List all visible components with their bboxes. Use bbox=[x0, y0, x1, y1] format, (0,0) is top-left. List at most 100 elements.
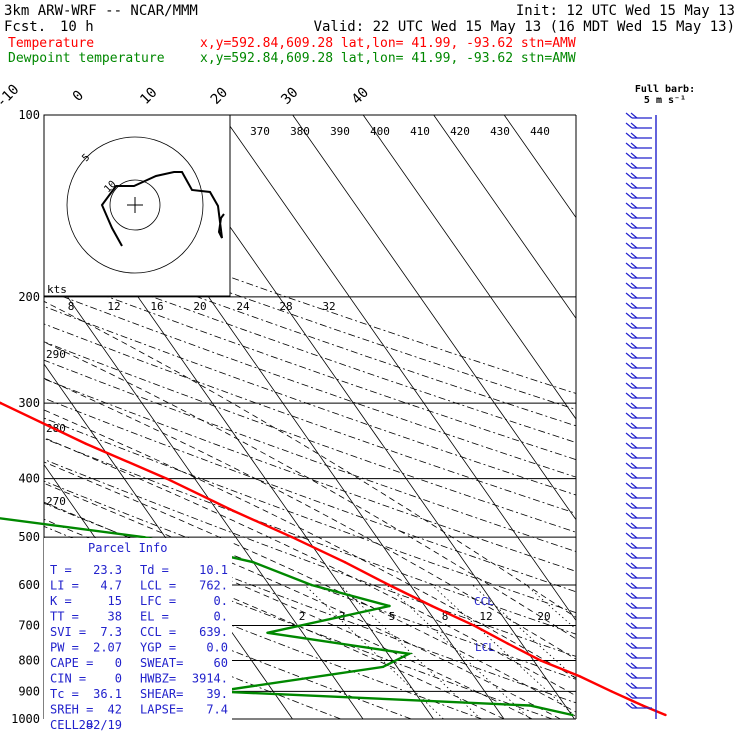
moist-adiabat-line bbox=[44, 377, 576, 660]
wind-barb-flag bbox=[625, 232, 633, 239]
temperature-point bbox=[472, 624, 475, 627]
theta-label: 270 bbox=[46, 495, 66, 508]
dewpoint-point bbox=[381, 665, 385, 669]
temperature-point bbox=[343, 561, 347, 564]
barb-legend-title: Full barb: bbox=[635, 84, 695, 95]
wind-barb-flag bbox=[630, 192, 638, 199]
hodograph-speed-labels: 8 12 16 20 24 28 32 bbox=[68, 300, 336, 313]
wind-barb bbox=[625, 242, 652, 249]
temperature-legend: Temperature bbox=[8, 36, 94, 51]
hodograph-speed-label: 16 bbox=[150, 300, 163, 313]
dewpoint-point bbox=[388, 604, 391, 608]
wind-barb-flag bbox=[630, 682, 638, 689]
wind-barb bbox=[625, 142, 652, 149]
wind-barb bbox=[625, 582, 652, 589]
parcel-info-cell: LFC = bbox=[140, 594, 176, 608]
wind-barb bbox=[625, 542, 652, 549]
mixing-ratio-label: 2 bbox=[299, 610, 306, 623]
wind-barb-flag bbox=[625, 652, 633, 659]
wind-barb-flag bbox=[630, 232, 638, 239]
parcel-info-cell: 0.0 bbox=[206, 641, 228, 655]
wind-barb-flag bbox=[630, 292, 638, 299]
temperature-point bbox=[430, 604, 434, 608]
wind-barb bbox=[625, 372, 652, 379]
temperature-location: x,y=592.84,609.28 lat,lon= 41.99, -93.62… bbox=[200, 36, 576, 51]
wind-barb bbox=[625, 172, 652, 179]
parcel-info-cell: SREH = bbox=[50, 703, 93, 717]
hodograph-speed-label: 28 bbox=[279, 300, 292, 313]
dry-adiabat-line bbox=[44, 224, 576, 410]
mixing-ratio-line bbox=[339, 584, 482, 719]
parcel-info-cell: Tc = bbox=[50, 687, 79, 701]
wind-barb-flag bbox=[625, 372, 633, 379]
wind-barb bbox=[625, 222, 652, 229]
wind-barb-flag bbox=[625, 562, 633, 569]
wind-barb-flag bbox=[630, 452, 638, 459]
parcel-info-cell: SWEAT= bbox=[140, 656, 183, 670]
parcel-info-cell: LI = bbox=[50, 579, 79, 593]
temperature-point bbox=[641, 704, 644, 707]
wind-barb-flag bbox=[625, 492, 633, 499]
pressure-tick-label: 700 bbox=[18, 618, 40, 632]
wind-barb-flag bbox=[630, 472, 638, 479]
wind-barb-flag bbox=[625, 572, 633, 579]
init-time: Init: 12 UTC Wed 15 May 13 bbox=[516, 3, 735, 19]
skewt-axes: 1002003004005006007008009001000-80-70-60… bbox=[0, 82, 577, 726]
wind-barb-flag bbox=[625, 422, 633, 429]
wind-barb-flag bbox=[625, 202, 633, 209]
dry-adiabat-line bbox=[44, 256, 576, 443]
temperature-point bbox=[578, 675, 582, 678]
temperature-point bbox=[539, 659, 542, 662]
wind-barb bbox=[625, 112, 652, 119]
wind-barb-flag bbox=[630, 302, 638, 309]
parcel-info-cell: 36.1 bbox=[93, 687, 122, 701]
wind-barb bbox=[625, 122, 652, 129]
parcel-info-cell: CAPE = bbox=[50, 656, 93, 670]
wind-barb bbox=[625, 522, 652, 529]
parcel-info-cell: 0 bbox=[115, 656, 122, 670]
hodograph-speed-label: 8 bbox=[68, 300, 75, 313]
valid-time: Valid: 22 UTC Wed 15 May 13 (16 MDT Wed … bbox=[314, 19, 735, 35]
wind-barb-flag bbox=[625, 192, 633, 199]
temperature-point bbox=[664, 713, 667, 717]
parcel-info-cell: LCL = bbox=[140, 579, 176, 593]
dewpoint-legend: Dewpoint temperature bbox=[8, 51, 165, 66]
wind-barb bbox=[625, 382, 652, 389]
wind-barb-flag bbox=[630, 172, 638, 179]
wind-barb-flag bbox=[625, 542, 633, 549]
pressure-tick-label: 200 bbox=[18, 290, 40, 304]
wind-barb-flag bbox=[625, 332, 633, 339]
dry-adiabat-line bbox=[44, 574, 412, 719]
parcel-info-cell: 639. bbox=[199, 625, 228, 639]
wind-barb bbox=[625, 602, 652, 609]
wind-barb bbox=[625, 452, 652, 459]
wind-barb-flag bbox=[630, 322, 638, 329]
theta-label: 410 bbox=[410, 125, 430, 138]
wind-barb-flag bbox=[630, 582, 638, 589]
theta-label: 370 bbox=[250, 125, 270, 138]
wind-barb-flag bbox=[630, 662, 638, 669]
dewpoint-point bbox=[266, 631, 269, 634]
wind-barb-flag bbox=[625, 642, 633, 649]
wind-barb bbox=[625, 552, 652, 559]
wind-barb bbox=[625, 192, 652, 199]
pressure-tick-label: 800 bbox=[18, 653, 40, 667]
wind-barb bbox=[625, 692, 652, 699]
wind-barb-flag bbox=[630, 522, 638, 529]
model-title: 3km ARW-WRF -- NCAR/MMM bbox=[4, 3, 198, 19]
parcel-info-cell: 39. bbox=[206, 687, 228, 701]
wind-barb-flag bbox=[625, 182, 633, 189]
dewpoint-point bbox=[571, 713, 574, 717]
dewpoint-point bbox=[142, 536, 146, 539]
parcel-info-cell: 4.7 bbox=[100, 579, 122, 593]
wind-barb bbox=[625, 642, 652, 649]
wind-barb bbox=[625, 162, 652, 169]
wind-barb bbox=[625, 352, 652, 359]
wind-barb-flag bbox=[630, 202, 638, 209]
mixing-ratio-line bbox=[431, 584, 576, 718]
parcel-info-cell: EL = bbox=[140, 610, 169, 624]
wind-barb-flag bbox=[630, 372, 638, 379]
wind-barb-flag bbox=[625, 262, 633, 269]
isotherm-label: 20 bbox=[208, 85, 231, 108]
